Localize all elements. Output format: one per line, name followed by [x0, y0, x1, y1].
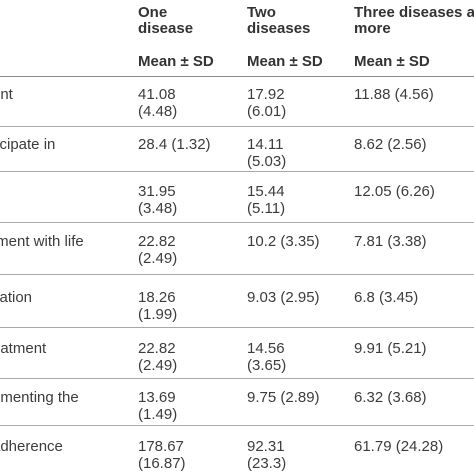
- table-row: ticipate in 28.4 (1.32) 14.11 (5.03) 8.6…: [0, 127, 474, 172]
- cell-two-diseases: 9.03 (2.95): [247, 289, 320, 306]
- table-row: adherence 178.67 (16.87) 92.31 (23.3) 61…: [0, 426, 474, 474]
- cell-sd: (2.49): [138, 357, 178, 374]
- cell-value: 14.11: [247, 136, 284, 153]
- cell-value: 178.67: [138, 438, 184, 455]
- row-label: ent: [0, 86, 13, 103]
- cell-value: 6.8 (3.45): [354, 289, 419, 306]
- row-label: ementing the: [0, 389, 79, 406]
- cell-value: 61.79 (24.28): [354, 438, 444, 455]
- cell-value: 17.92: [247, 86, 285, 103]
- header-one-disease-line1: One: [138, 4, 168, 21]
- cell-one-disease: 13.69 (1.49): [138, 389, 177, 423]
- cell-value: 41.08: [138, 86, 176, 103]
- cell-two-diseases: 10.2 (3.35): [247, 233, 320, 250]
- cell-value: 28.4 (1.32): [138, 136, 211, 153]
- cell-sd: (5.03): [247, 153, 287, 170]
- cell-value: 22.82: [138, 340, 176, 357]
- cell-two-diseases: 14.11 (5.03): [247, 136, 286, 170]
- cell-three-diseases: 8.62 (2.56): [354, 136, 427, 153]
- header-divider: [0, 76, 474, 77]
- cell-sd: (2.49): [138, 250, 178, 267]
- cell-three-diseases: 6.8 (3.45): [354, 289, 418, 306]
- header-three-diseases: Three diseases a more: [354, 5, 474, 37]
- cell-one-disease: 28.4 (1.32): [138, 136, 211, 153]
- cell-value: 6.32 (3.68): [354, 389, 427, 406]
- cell-three-diseases: 9.91 (5.21): [354, 340, 427, 357]
- cell-two-diseases: 92.31 (23.3): [247, 438, 286, 472]
- cell-three-diseases: 6.32 (3.68): [354, 389, 427, 406]
- cell-value: 92.31: [247, 438, 285, 455]
- header-two-diseases-line1: Two: [247, 4, 276, 21]
- row-label: ticipate in: [0, 136, 56, 153]
- row-label: adherence: [0, 438, 63, 455]
- table-row: ementing the 13.69 (1.49) 9.75 (2.89) 6.…: [0, 379, 474, 426]
- cell-value: 18.26: [138, 289, 176, 306]
- table-row: eatment 22.82 (2.49) 14.56 (3.65) 9.91 (…: [0, 328, 474, 379]
- header-two-diseases-line2: diseases: [247, 20, 311, 37]
- cell-sd: (23.3): [247, 455, 287, 472]
- cell-value: 9.91 (5.21): [354, 340, 427, 357]
- cell-three-diseases: 7.81 (3.38): [354, 233, 427, 250]
- cell-value: 9.75 (2.89): [247, 389, 320, 406]
- cell-three-diseases: 61.79 (24.28): [354, 438, 443, 455]
- cell-value: 14.56: [247, 340, 285, 357]
- cell-sd: (3.48): [138, 200, 178, 217]
- cell-value: 10.2 (3.35): [247, 233, 320, 250]
- cell-sd: (16.87): [138, 455, 186, 472]
- header-one-disease: One disease: [138, 5, 193, 37]
- table-row: ent 41.08 (4.48) 17.92 (6.01) 11.88 (4.5…: [0, 77, 474, 127]
- cell-two-diseases: 15.44 (5.11): [247, 183, 285, 217]
- subheader-mean-sd-1: Mean ± SD: [138, 53, 214, 70]
- cell-value: 31.95: [138, 183, 176, 200]
- cell-three-diseases: 12.05 (6.26): [354, 183, 435, 200]
- cell-value: 15.44: [247, 183, 285, 200]
- cell-sd: (1.49): [138, 406, 178, 423]
- cell-value: 7.81 (3.38): [354, 233, 427, 250]
- cell-sd: (6.01): [247, 103, 287, 120]
- cell-one-disease: 22.82 (2.49): [138, 233, 177, 267]
- header-two-diseases: Two diseases: [247, 5, 310, 37]
- cell-value: 11.88 (4.56): [354, 86, 434, 103]
- cell-sd: (5.11): [247, 200, 286, 217]
- cell-one-disease: 41.08 (4.48): [138, 86, 177, 120]
- cell-value: 8.62 (2.56): [354, 136, 427, 153]
- cell-sd: (4.48): [138, 103, 178, 120]
- header-three-diseases-line1: Three diseases a: [354, 4, 474, 21]
- header-one-disease-line2: disease: [138, 20, 194, 37]
- cell-value: 13.69: [138, 389, 176, 406]
- subheader-mean-sd-3: Mean ± SD: [354, 53, 430, 70]
- cell-three-diseases: 11.88 (4.56): [354, 86, 434, 103]
- cell-one-disease: 22.82 (2.49): [138, 340, 177, 374]
- table-row: cation 18.26 (1.99) 9.03 (2.95) 6.8 (3.4…: [0, 275, 474, 328]
- cell-one-disease: 178.67 (16.87): [138, 438, 186, 472]
- cell-one-disease: 18.26 (1.99): [138, 289, 177, 323]
- row-label: eatment: [0, 340, 47, 357]
- cell-two-diseases: 9.75 (2.89): [247, 389, 320, 406]
- cell-one-disease: 31.95 (3.48): [138, 183, 177, 217]
- cell-value: 22.82: [138, 233, 176, 250]
- row-label: cation: [0, 289, 33, 306]
- table-row: 31.95 (3.48) 15.44 (5.11) 12.05 (6.26): [0, 172, 474, 223]
- header-three-diseases-line2: more: [354, 20, 391, 37]
- cell-sd: (1.99): [138, 306, 178, 323]
- cell-sd: (3.65): [247, 357, 287, 374]
- cell-value: 9.03 (2.95): [247, 289, 320, 306]
- table-row: tment with life 22.82 (2.49) 10.2 (3.35)…: [0, 223, 474, 275]
- cell-value: 12.05 (6.26): [354, 183, 435, 200]
- cell-two-diseases: 17.92 (6.01): [247, 86, 286, 120]
- cell-two-diseases: 14.56 (3.65): [247, 340, 286, 374]
- subheader-mean-sd-2: Mean ± SD: [247, 53, 323, 70]
- row-label: tment with life: [0, 233, 84, 250]
